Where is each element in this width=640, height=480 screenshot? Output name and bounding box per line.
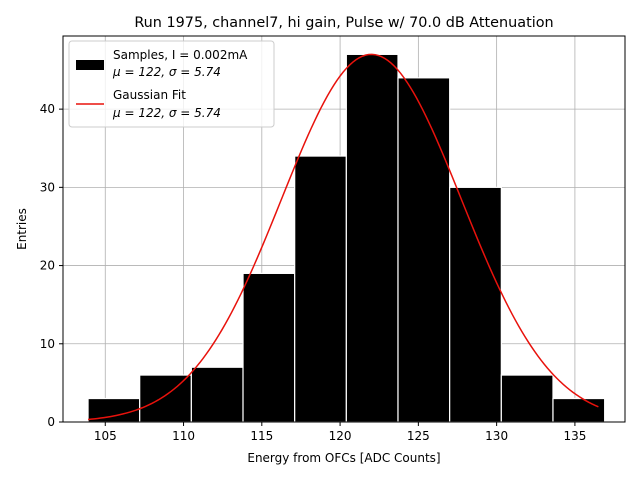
y-axis-ticks: 0 10 20 30 40 bbox=[40, 102, 63, 429]
y-axis-label: Entries bbox=[15, 208, 29, 250]
y-tick-label: 10 bbox=[40, 337, 55, 351]
y-tick-label: 30 bbox=[40, 180, 55, 194]
legend-fit-label: Gaussian Fit bbox=[113, 88, 186, 102]
x-axis-label: Energy from OFCs [ADC Counts] bbox=[247, 451, 440, 465]
y-tick-label: 20 bbox=[40, 259, 55, 273]
x-axis-ticks: 105 110 115 120 125 130 135 bbox=[94, 422, 586, 443]
histogram-bar bbox=[449, 186, 502, 423]
histogram-bar bbox=[242, 272, 296, 423]
x-tick-label: 130 bbox=[485, 429, 508, 443]
histogram-bars bbox=[87, 53, 606, 423]
y-tick-label: 40 bbox=[40, 102, 55, 116]
legend: Samples, I = 0.002mA μ = 122, σ = 5.74 G… bbox=[68, 40, 275, 128]
plot-frame bbox=[62, 35, 626, 423]
y-tick-label: 0 bbox=[47, 415, 55, 429]
histogram-bar bbox=[139, 374, 192, 423]
x-tick-label: 135 bbox=[563, 429, 586, 443]
legend-box bbox=[68, 40, 275, 128]
chart-title: Run 1975, channel7, hi gain, Pulse w/ 70… bbox=[134, 15, 553, 31]
histogram-bar bbox=[294, 155, 347, 423]
x-tick-label: 115 bbox=[250, 429, 273, 443]
x-tick-label: 125 bbox=[407, 429, 430, 443]
histogram-bar bbox=[500, 374, 554, 423]
gaussian-fit-curve bbox=[87, 53, 599, 421]
histogram-bar bbox=[397, 77, 451, 423]
x-tick-label: 110 bbox=[172, 429, 195, 443]
legend-swatch-samples bbox=[76, 60, 104, 70]
histogram-bar bbox=[345, 53, 399, 423]
legend-samples-label: Samples, I = 0.002mA bbox=[113, 48, 248, 62]
histogram-bar bbox=[190, 366, 244, 423]
legend-samples-stats: μ = 122, σ = 5.74 bbox=[112, 65, 221, 79]
x-tick-label: 120 bbox=[329, 429, 352, 443]
x-tick-label: 105 bbox=[94, 429, 117, 443]
legend-fit-stats: μ = 122, σ = 5.74 bbox=[112, 106, 221, 120]
histogram-bar bbox=[552, 397, 606, 423]
